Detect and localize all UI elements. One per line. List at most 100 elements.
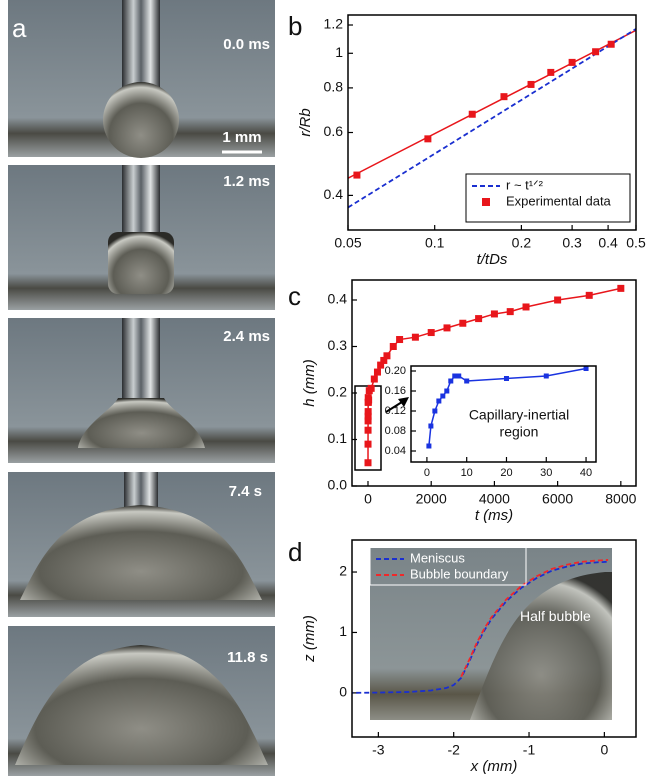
marker bbox=[428, 424, 433, 429]
x-tick-label: 0.3 bbox=[562, 235, 582, 251]
annotation: region bbox=[500, 424, 539, 440]
y-tick-label: 0.0 bbox=[328, 477, 348, 493]
x-tick-label: 2000 bbox=[416, 491, 447, 507]
x-tick-label: -2 bbox=[447, 742, 460, 758]
panel-label: a bbox=[12, 13, 27, 43]
x-tick-label: 0.1 bbox=[425, 235, 445, 251]
marker bbox=[365, 441, 372, 448]
marker bbox=[353, 172, 360, 179]
needle bbox=[122, 318, 160, 398]
x-tick-label: 0.5 bbox=[626, 235, 646, 251]
y-tick-label: 0.16 bbox=[385, 385, 406, 397]
marker bbox=[428, 329, 435, 336]
marker bbox=[500, 93, 507, 100]
marker bbox=[371, 376, 378, 383]
x-tick-label: 0.2 bbox=[512, 235, 532, 251]
marker bbox=[608, 41, 615, 48]
marker bbox=[504, 376, 509, 381]
annotation: Capillary-inertial bbox=[469, 407, 569, 423]
annotation: Half bubble bbox=[520, 608, 591, 624]
y-tick-label: 0.1 bbox=[328, 430, 348, 446]
marker bbox=[448, 379, 453, 384]
bubble bbox=[108, 232, 174, 294]
x-tick-label: -1 bbox=[523, 742, 536, 758]
marker bbox=[459, 320, 466, 327]
x-axis-label: x (mm) bbox=[470, 758, 518, 775]
marker bbox=[390, 343, 397, 350]
y-tick-label: 0.4 bbox=[328, 291, 348, 307]
marker bbox=[464, 379, 469, 384]
marker bbox=[544, 374, 549, 379]
photo-panels: a 0.0 ms 1.2 ms 2.4 ms 7.4 s 11.8 s 1 mm bbox=[8, 0, 275, 776]
marker bbox=[412, 334, 419, 341]
y-tick-label: 1.2 bbox=[324, 16, 344, 32]
marker bbox=[374, 369, 381, 376]
panel-label: d bbox=[288, 537, 302, 567]
y-tick-label: 1 bbox=[335, 44, 343, 60]
y-tick-label: 1 bbox=[339, 623, 347, 639]
marker bbox=[456, 374, 461, 379]
y-tick-label: 0.4 bbox=[324, 186, 344, 202]
x-tick-label: 0 bbox=[424, 467, 430, 479]
marker bbox=[554, 296, 561, 303]
y-tick-label: 0.8 bbox=[324, 79, 344, 95]
marker bbox=[440, 394, 445, 399]
scale-label: 1 mm bbox=[222, 129, 261, 146]
y-tick-label: 0.3 bbox=[328, 337, 348, 353]
time-label: 1.2 ms bbox=[223, 173, 270, 190]
marker bbox=[444, 389, 449, 394]
x-tick-label: 10 bbox=[461, 467, 473, 479]
x-tick-label: 0.05 bbox=[334, 235, 361, 251]
needle bbox=[122, 165, 160, 235]
time-label: 0.0 ms bbox=[223, 36, 270, 53]
marker bbox=[365, 427, 372, 434]
marker bbox=[365, 396, 372, 403]
x-tick-label: 0 bbox=[600, 742, 608, 758]
legend-label: Experimental data bbox=[506, 193, 612, 208]
legend-marker bbox=[482, 198, 490, 206]
marker bbox=[547, 69, 554, 76]
marker bbox=[528, 81, 535, 88]
time-label: 11.8 s bbox=[227, 649, 268, 666]
marker bbox=[469, 111, 476, 118]
legend-label: r ~ t¹ᐟ² bbox=[506, 177, 544, 192]
figure: a 0.0 ms 1.2 ms 2.4 ms 7.4 s 11.8 s 1 mm… bbox=[0, 0, 649, 776]
time-label: 2.4 ms bbox=[223, 328, 270, 345]
bubble bbox=[103, 82, 179, 158]
x-tick-label: 6000 bbox=[542, 491, 573, 507]
x-tick-label: 20 bbox=[500, 467, 512, 479]
y-tick-label: 0.12 bbox=[385, 405, 406, 417]
marker bbox=[365, 459, 372, 466]
marker bbox=[368, 385, 375, 392]
y-axis-label: z (mm) bbox=[301, 615, 318, 663]
y-tick-label: 0.08 bbox=[385, 425, 406, 437]
x-axis-label: t (ms) bbox=[475, 507, 513, 524]
y-axis-label: r/Rb bbox=[297, 108, 314, 136]
marker bbox=[365, 408, 372, 415]
time-label: 7.4 s bbox=[229, 483, 262, 500]
marker bbox=[444, 324, 451, 331]
y-tick-label: 2 bbox=[339, 563, 347, 579]
marker bbox=[592, 48, 599, 55]
marker bbox=[475, 315, 482, 322]
x-tick-label: 30 bbox=[540, 467, 552, 479]
marker bbox=[432, 409, 437, 414]
marker bbox=[396, 336, 403, 343]
legend-label: Bubble boundary bbox=[410, 566, 509, 581]
marker bbox=[424, 135, 431, 142]
marker bbox=[507, 308, 514, 315]
marker bbox=[586, 292, 593, 299]
marker bbox=[491, 310, 498, 317]
marker bbox=[426, 444, 431, 449]
x-axis-label: t/tDs bbox=[477, 251, 508, 268]
y-tick-label: 0.2 bbox=[328, 384, 348, 400]
marker bbox=[569, 59, 576, 66]
x-tick-label: -3 bbox=[372, 742, 385, 758]
y-axis-label: h (mm) bbox=[301, 359, 318, 407]
marker bbox=[436, 399, 441, 404]
marker bbox=[523, 303, 530, 310]
y-tick-label: 0.04 bbox=[385, 445, 406, 457]
y-tick-label: 0 bbox=[339, 684, 347, 700]
x-tick-label: 0 bbox=[364, 491, 372, 507]
x-tick-label: 4000 bbox=[479, 491, 510, 507]
